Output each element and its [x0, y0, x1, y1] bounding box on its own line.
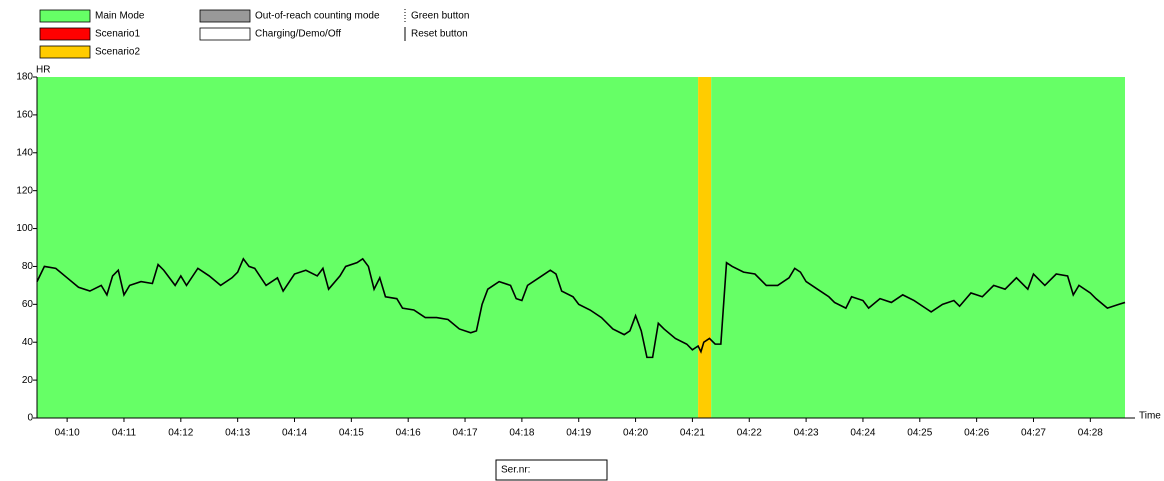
mode-region: [37, 77, 699, 418]
legend-label: Scenario1: [95, 29, 140, 40]
y-tick-label: 20: [22, 375, 34, 386]
legend-swatch: [199, 27, 251, 41]
x-tick-label: 04:22: [737, 428, 762, 439]
hr-line: [36, 257, 1126, 359]
x-tick-label: 04:15: [339, 428, 364, 439]
x-tick-label: 04:20: [623, 428, 648, 439]
x-tick-label: 04:23: [794, 428, 819, 439]
legend-label: Reset button: [411, 29, 468, 40]
x-tick-label: 04:10: [55, 428, 80, 439]
x-axis-label: Time: [1139, 411, 1161, 422]
x-tick-label: 04:17: [453, 428, 478, 439]
x-tick-label: 04:25: [907, 428, 932, 439]
y-axis-label: HR: [36, 65, 50, 76]
y-tick-label: 180: [16, 72, 33, 83]
legend-swatch: [199, 9, 251, 23]
x-tick-label: 04:11: [112, 428, 137, 439]
x-tick-label: 04:26: [964, 428, 989, 439]
y-tick-label: 100: [16, 223, 33, 234]
y-tick-label: 0: [27, 413, 33, 424]
y-tick-label: 120: [16, 185, 33, 196]
x-tick-label: 04:14: [282, 428, 307, 439]
x-tick-label: 04:21: [680, 428, 705, 439]
y-tick-label: 160: [16, 110, 33, 121]
x-tick-label: 04:13: [225, 428, 250, 439]
serial-box: [495, 459, 608, 481]
x-tick-label: 04:12: [168, 428, 193, 439]
legend-label: Main Mode: [95, 11, 145, 22]
legend-label: Out-of-reach counting mode: [255, 11, 380, 22]
legend-swatch: [39, 9, 91, 23]
x-tick-label: 04:27: [1021, 428, 1046, 439]
y-tick-label: 140: [16, 147, 33, 158]
x-tick-label: 04:18: [509, 428, 534, 439]
legend-label: Charging/Demo/Off: [255, 29, 341, 40]
legend-label: Scenario2: [95, 47, 140, 58]
y-tick-label: 60: [22, 299, 34, 310]
mode-region: [698, 77, 712, 418]
x-tick-label: 04:16: [396, 428, 421, 439]
legend-label: Green button: [411, 11, 469, 22]
y-tick-label: 40: [22, 337, 34, 348]
y-tick-label: 80: [22, 261, 34, 272]
x-tick-label: 04:19: [566, 428, 591, 439]
legend-swatch: [39, 27, 91, 41]
x-tick-label: 04:24: [850, 428, 875, 439]
mode-region: [711, 77, 1125, 418]
serial-label: Ser.nr:: [501, 465, 530, 476]
legend-swatch: [39, 45, 91, 59]
x-tick-label: 04:28: [1078, 428, 1103, 439]
